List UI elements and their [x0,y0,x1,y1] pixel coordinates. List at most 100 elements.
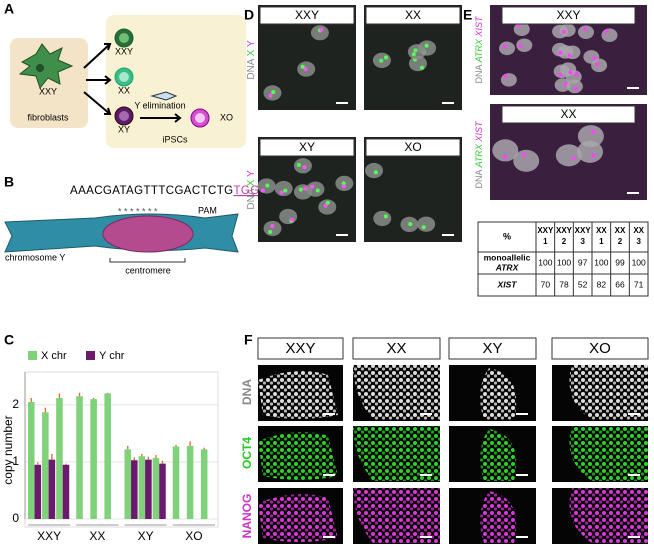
guide-sequence: AAACGATAGTTTCGACTCTGTGG [70,185,260,197]
signal [503,74,508,79]
bar [131,460,138,519]
bar [159,463,166,519]
bar [90,399,97,519]
centromere [102,215,194,253]
pam-label: PAM [198,205,217,215]
x-tick-label: XXY [37,529,61,543]
label: chromosome Y [5,252,65,262]
image-label-box [259,6,355,25]
label: Y elimination [134,100,185,110]
bar [145,459,152,519]
table-cell: 100 [557,257,571,267]
stain-label: DNA ATRX XIST [474,120,484,188]
colony [353,426,440,481]
signal [341,184,346,189]
image-label: XXY [295,8,319,22]
signal [592,56,597,61]
signal [502,154,507,159]
arrows [83,43,182,123]
table-cell: 52 [578,279,588,289]
signal [373,170,378,175]
colony [480,491,517,543]
stain: DNA [246,188,257,209]
image-label-box [501,105,636,124]
nucleus [279,208,298,225]
x-tick-label: XY [138,529,154,543]
nucleus [365,162,384,179]
row-label: monoallelic [484,252,531,262]
stain: X [246,49,257,56]
table-header: XX [596,226,607,235]
signal [424,43,429,48]
table-corner: % [503,231,511,241]
table-header: 1 [599,237,604,246]
bar [124,449,132,519]
colony [258,432,338,480]
table-cell: 100 [538,257,552,267]
signal [268,229,273,234]
ipsc-box [106,15,246,148]
stain-label: DNA ATRX XIST [474,15,484,83]
column-label-box [448,337,537,360]
signal [604,29,609,34]
colony [569,488,648,543]
stain: Y [246,40,257,47]
images: XXY XX XY XO XXY XX XXY XX XY XO [257,5,649,544]
image-label: XY [299,140,315,154]
nucleus [601,28,618,42]
fibroblast-cells [18,43,74,90]
image-label-box [365,6,461,25]
bar [48,459,56,519]
nucleus [554,78,571,92]
signal [502,44,507,49]
legend-label: X chr [41,350,67,362]
nucleus [583,50,600,64]
signal [419,65,424,70]
column-label: XX [386,340,406,357]
table-cell: 71 [634,279,644,289]
colony [480,368,517,420]
column-label-box [551,337,649,360]
signal [302,165,307,170]
signal [518,44,523,49]
colony [569,365,648,420]
table-cell: 78 [559,279,569,289]
signal [413,48,418,53]
cut-sites: * * * * * * * [118,206,158,216]
signal [561,29,566,34]
colony [258,494,338,542]
bar [186,445,194,519]
signal [296,162,301,167]
signal [290,217,295,222]
bar [152,457,160,519]
y-tick-label: 0 [12,511,19,525]
bar [34,464,42,519]
bar [200,449,208,519]
signal [583,27,588,32]
signal [303,186,308,191]
table-header: 3 [580,237,585,246]
stain-label: DNA X Y [246,40,257,80]
pam-sequence: TGG [233,185,259,197]
nucleus [499,41,516,56]
bar [56,397,63,519]
table-cell: 100 [594,257,608,267]
nucleus [293,184,312,200]
signal [521,152,526,157]
signal [558,50,563,55]
signal [323,203,328,208]
x-tick-label: XO [185,529,202,543]
nucleus [576,140,603,163]
signal [573,87,578,92]
panel-label: D [244,7,254,23]
nucleus [310,25,329,41]
row-label: OCT4 [240,437,254,469]
row-label: DNA [240,379,254,405]
bar [42,412,49,519]
table-header: 1 [543,237,548,246]
panel-label: A [4,1,14,17]
panel-label: B [4,174,14,190]
image-label: XXY [556,8,580,22]
bar [76,396,83,519]
